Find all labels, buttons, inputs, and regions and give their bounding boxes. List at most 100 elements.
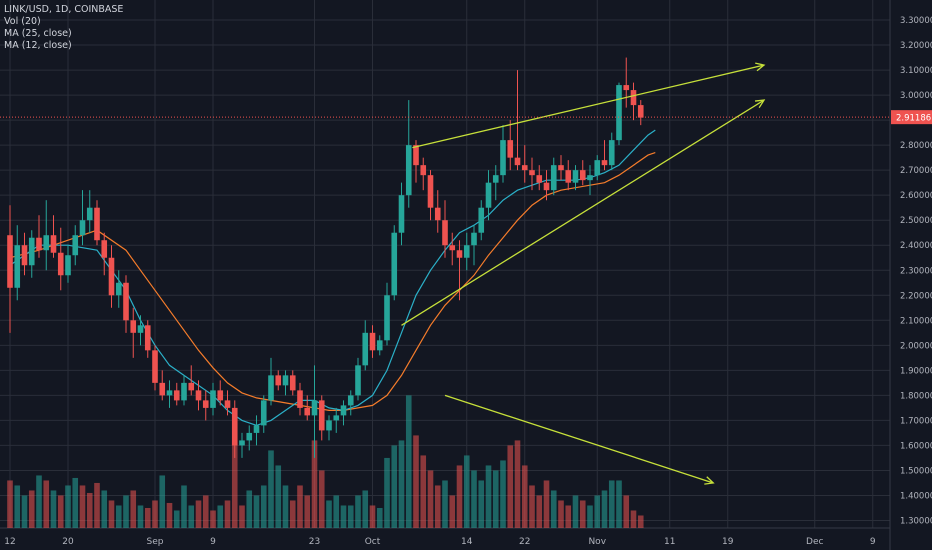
candle-body xyxy=(224,400,231,408)
candle-body xyxy=(587,175,593,181)
candle-body xyxy=(637,105,644,118)
volume-bar xyxy=(311,440,318,528)
volume-bar xyxy=(289,500,296,528)
candle-body xyxy=(572,170,579,183)
candle-body xyxy=(601,160,608,166)
candle-body xyxy=(260,400,267,426)
volume-bar xyxy=(79,485,86,528)
candle-body xyxy=(362,332,369,366)
volume-bar xyxy=(318,470,325,528)
volume-bar xyxy=(36,475,42,528)
candle-body xyxy=(246,432,253,441)
candle-body xyxy=(579,170,586,181)
candle-body xyxy=(173,390,180,401)
price-tick-label: 1.40000 xyxy=(900,491,932,501)
trend-line-arrowhead xyxy=(755,62,766,72)
volume-bar xyxy=(478,480,485,528)
volume-bar xyxy=(304,495,311,528)
volume-bar xyxy=(224,500,231,528)
time-tick-label: Nov xyxy=(588,537,606,547)
time-tick-label: 19 xyxy=(722,537,734,547)
volume-bar xyxy=(137,505,144,528)
price-tick-label: 3.10000 xyxy=(900,66,932,76)
price-tick-label: 3.30000 xyxy=(900,16,932,26)
volume-bar xyxy=(239,505,245,528)
candle-body xyxy=(463,245,470,258)
volume-bar xyxy=(347,505,354,528)
volume-bar xyxy=(536,495,543,528)
volume-bar xyxy=(108,500,115,528)
volume-bar xyxy=(253,495,260,528)
candle-body xyxy=(427,175,434,208)
candle-body xyxy=(449,245,456,251)
price-tick-label: 1.70000 xyxy=(900,416,932,426)
price-tick-label: 2.10000 xyxy=(900,316,932,326)
volume-bar xyxy=(463,455,470,528)
volume-bar xyxy=(340,505,347,528)
price-tick-label: 2.40000 xyxy=(900,241,932,251)
volume-bar xyxy=(28,490,35,528)
candle-body xyxy=(239,440,245,446)
candle-body xyxy=(137,325,144,333)
candle-body xyxy=(529,170,535,176)
candle-body xyxy=(166,390,173,396)
volume-bar xyxy=(86,492,93,528)
candle-body xyxy=(405,145,412,196)
volume-bar xyxy=(7,480,13,528)
price-tick-label: 2.20000 xyxy=(900,291,932,301)
volume-bar xyxy=(500,460,506,528)
volume-bar xyxy=(442,480,448,528)
candle-body xyxy=(152,350,158,383)
candle-body xyxy=(14,245,21,288)
candle-body xyxy=(217,390,224,401)
candle-body xyxy=(79,220,86,236)
candle-body xyxy=(72,235,79,256)
candle-body xyxy=(101,240,108,258)
candle-body xyxy=(159,382,166,396)
candle-body xyxy=(7,235,13,288)
time-tick-label: 12 xyxy=(4,537,15,547)
candle-body xyxy=(144,325,151,351)
volume-bar xyxy=(246,490,253,528)
candle-body xyxy=(442,220,448,246)
volume-bar xyxy=(268,450,274,528)
candle-body xyxy=(550,165,557,191)
price-tick-label: 3.20000 xyxy=(900,41,932,51)
volume-bar xyxy=(115,505,122,528)
time-tick-label: Dec xyxy=(806,537,823,547)
candle-body xyxy=(355,365,361,396)
candle-body xyxy=(28,237,35,266)
volume-bar xyxy=(521,465,528,528)
candle-body xyxy=(86,207,93,221)
volume-bar xyxy=(210,510,216,528)
volume-bar xyxy=(94,482,100,528)
volume-bar xyxy=(181,485,187,528)
volume-bar xyxy=(456,465,463,528)
volume-bar xyxy=(558,500,564,528)
candle-body xyxy=(253,425,260,433)
trend-line xyxy=(444,394,714,484)
candle-body xyxy=(630,90,637,106)
volume-bar xyxy=(152,500,158,528)
candle-body xyxy=(181,382,187,401)
time-tick-label: 9 xyxy=(210,537,216,547)
volume-bar xyxy=(616,480,622,528)
volume-bar xyxy=(565,505,572,528)
candle-body xyxy=(413,145,419,166)
candle-body xyxy=(311,400,318,416)
price-tick-label: 2.70000 xyxy=(900,166,932,176)
candle-body xyxy=(369,332,376,351)
volume-bar xyxy=(384,457,390,528)
volume-bar xyxy=(529,485,535,528)
candle-body xyxy=(282,375,289,386)
candle-body xyxy=(340,405,347,416)
candle-body xyxy=(275,375,282,386)
candle-body xyxy=(94,207,100,241)
candle-body xyxy=(210,390,216,408)
volume-bar xyxy=(57,495,64,528)
candle-body xyxy=(420,165,427,176)
volume-bar xyxy=(492,470,499,528)
candle-body xyxy=(500,140,506,176)
candle-body xyxy=(471,232,477,246)
